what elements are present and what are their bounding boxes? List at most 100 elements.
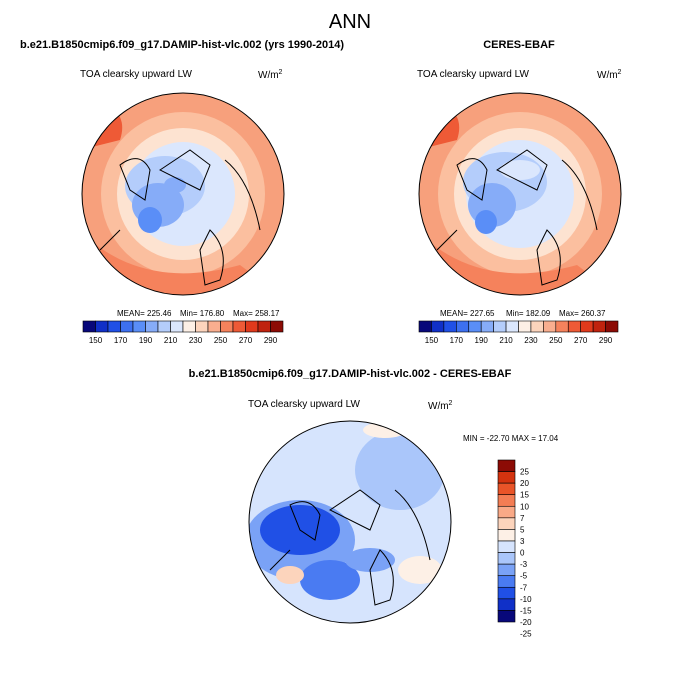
colorbar-swatch (497, 552, 516, 565)
colorbar-tick-label: 0 (520, 549, 525, 558)
colorbar-tick-label: 210 (499, 336, 513, 345)
colorbar-tick-label: 150 (89, 336, 103, 345)
panel-model: b.e21.B1850cmip6.f09_g17.DAMIP-hist-vlc.… (20, 39, 344, 345)
colorbar-swatch (480, 320, 494, 333)
colorbar-tick-label: 230 (189, 336, 203, 345)
panel-obs-max: Max= 260.37 (559, 309, 606, 318)
colorbar-tick-label: 20 (520, 479, 529, 488)
colorbar-tick-label: 150 (425, 336, 439, 345)
colorbar-swatch (182, 320, 196, 333)
map-contour (419, 93, 460, 150)
colorbar-swatch (245, 320, 259, 333)
map-contour (300, 560, 360, 600)
panel-diff-colorbar: 25 20 15 10 7 5 3 0 -3 -5 -7 -10 -15 -20 -25 (497, 459, 532, 639)
colorbar-swatch (497, 610, 516, 623)
panel-model-units: W/m2 (258, 69, 283, 81)
panel-model-map (82, 93, 284, 295)
panel-obs-mean: MEAN= 227.65 (440, 309, 495, 318)
colorbar-tick-label: 170 (114, 336, 128, 345)
colorbar-swatch (497, 505, 516, 519)
panel-diff: b.e21.B1850cmip6.f09_g17.DAMIP-hist-vlc.… (189, 368, 559, 639)
colorbar-tick-label: 290 (264, 336, 278, 345)
map-contour (138, 207, 162, 233)
colorbar-swatch (443, 320, 457, 333)
panel-obs: CERES-EBAF TOA clearsky upward LW W/m2 M… (417, 39, 622, 345)
colorbar-tick-label: 10 (520, 502, 529, 511)
map-border (248, 420, 452, 624)
colorbar-tick-label: -3 (520, 560, 528, 569)
colorbar-swatch (468, 320, 482, 333)
panel-obs-colorbar: 150 170 190 210 230 250 270 290 (418, 320, 619, 345)
colorbar-swatch (220, 320, 234, 333)
colorbar-swatch (505, 320, 519, 333)
map-contour (500, 160, 540, 180)
colorbar-swatch (456, 320, 470, 333)
colorbar-tick-label: 250 (214, 336, 228, 345)
colorbar-swatch (592, 320, 606, 333)
colorbar-swatch (270, 320, 284, 333)
colorbar-tick-label: -25 (520, 630, 532, 639)
panel-diff-title: b.e21.B1850cmip6.f09_g17.DAMIP-hist-vlc.… (189, 368, 512, 380)
map-contour (475, 210, 497, 234)
colorbar-swatch (497, 540, 516, 553)
colorbar-tick-label: 170 (450, 336, 464, 345)
colorbar-swatch (497, 482, 516, 496)
map-border (418, 92, 622, 296)
colorbar-swatch (497, 471, 516, 484)
figure-title: ANN (329, 11, 371, 33)
panel-diff-map (249, 421, 451, 623)
map-contour (345, 548, 395, 572)
coastlines (436, 149, 598, 286)
colorbar-tick-label: 270 (574, 336, 588, 345)
panel-model-variable: TOA clearsky upward LW (80, 69, 192, 80)
colorbar-swatch (157, 320, 171, 333)
colorbar-swatch (605, 320, 619, 333)
colorbar-tick-label: 15 (520, 491, 529, 500)
panel-diff-units: W/m2 (428, 400, 453, 412)
colorbar-swatch (257, 320, 271, 333)
colorbar-swatch (232, 320, 246, 333)
map-border (81, 92, 285, 296)
colorbar-tick-label: -15 (520, 606, 532, 615)
colorbar-tick-label: -7 (520, 583, 528, 592)
colorbar-swatch (555, 320, 569, 333)
colorbar-swatch (82, 320, 96, 333)
colorbar-swatch (493, 320, 507, 333)
map-contour (363, 422, 407, 438)
colorbar-tick-label: 5 (520, 525, 525, 534)
colorbar-tick-label: 3 (520, 537, 525, 546)
colorbar-swatch (431, 320, 445, 333)
map-contour (164, 177, 186, 193)
coastlines (269, 489, 431, 606)
panel-model-min: Min= 176.80 (180, 309, 225, 318)
colorbar-swatch (207, 320, 221, 333)
panel-obs-title: CERES-EBAF (483, 39, 555, 51)
colorbar-tick-label: 25 (520, 468, 529, 477)
map-contour (398, 556, 442, 584)
colorbar-tick-label: -10 (520, 595, 532, 604)
map-contour (82, 93, 123, 150)
colorbar-tick-label: 250 (549, 336, 563, 345)
colorbar-tick-label: 190 (139, 336, 153, 345)
panel-model-title: b.e21.B1850cmip6.f09_g17.DAMIP-hist-vlc.… (20, 39, 344, 51)
colorbar-swatch (497, 575, 516, 588)
map-contour (355, 430, 445, 510)
colorbar-swatch (497, 586, 516, 600)
colorbar-swatch (497, 459, 516, 472)
colorbar-swatch (530, 320, 544, 333)
colorbar-swatch (418, 320, 432, 333)
panel-obs-units: W/m2 (597, 69, 622, 81)
colorbar-tick-label: -20 (520, 618, 532, 627)
colorbar-swatch (145, 320, 159, 333)
colorbar-swatch (543, 320, 557, 333)
colorbar-tick-label: 210 (164, 336, 178, 345)
colorbar-swatch (497, 517, 516, 530)
panel-diff-variable: TOA clearsky upward LW (248, 399, 360, 410)
colorbar-swatch (497, 494, 516, 507)
panel-diff-minmax: MIN = -22.70 MAX = 17.04 (463, 434, 559, 443)
panel-obs-map (419, 93, 621, 295)
panel-obs-variable: TOA clearsky upward LW (417, 69, 529, 80)
colorbar-swatch (170, 320, 184, 333)
colorbar-tick-label: -5 (520, 572, 528, 581)
colorbar-swatch (95, 320, 109, 333)
